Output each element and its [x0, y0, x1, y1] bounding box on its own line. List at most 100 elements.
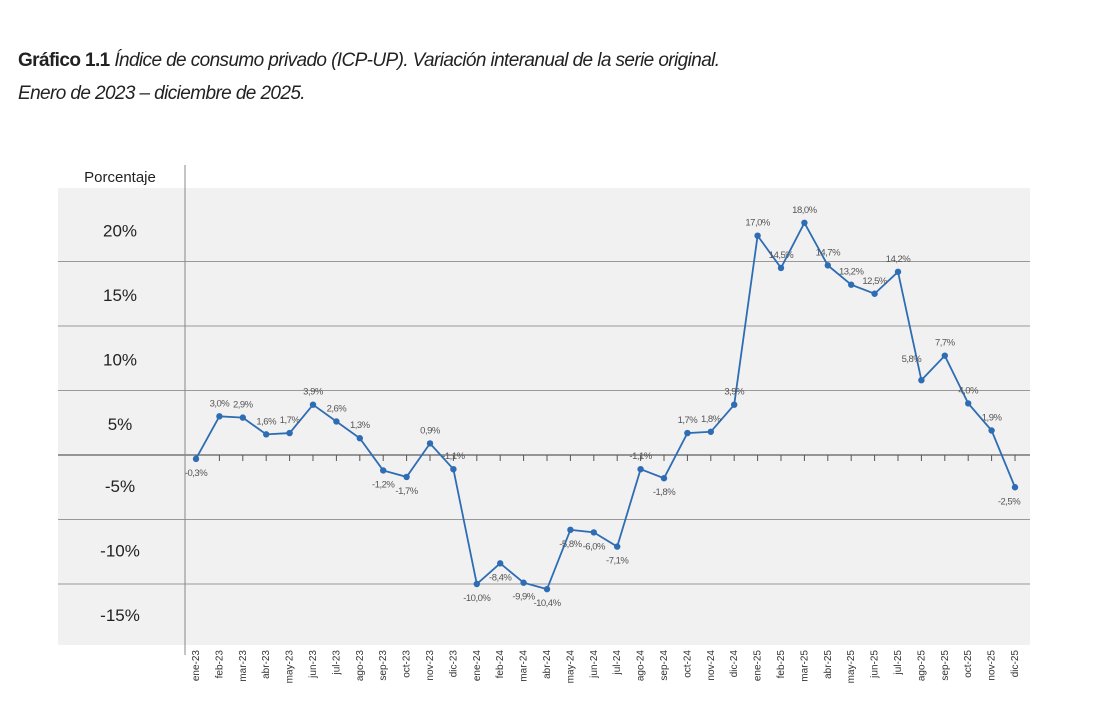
x-tick-label: may-24	[565, 650, 576, 684]
data-label: -7,1%	[606, 556, 629, 567]
y-tick-label: 10%	[103, 351, 137, 370]
data-label: 3,9%	[303, 387, 324, 398]
data-point	[450, 465, 457, 473]
y-tick-label: 15%	[103, 286, 137, 305]
data-label: 4,0%	[958, 385, 979, 396]
data-point	[263, 431, 270, 438]
data-label: -10,0%	[463, 593, 491, 604]
data-label: -8,4%	[489, 572, 512, 583]
data-label: -1,8%	[653, 487, 676, 498]
x-tick-label: may-25	[846, 650, 857, 684]
data-label: 18,0%	[792, 205, 817, 216]
x-tick-label: ene-25	[753, 650, 764, 682]
data-point	[614, 543, 621, 550]
data-point	[286, 429, 293, 437]
data-point	[684, 429, 691, 437]
chart-title-text: Índice de consumo privado (ICP-UP). Vari…	[114, 50, 720, 71]
x-tick-label: sep-24	[659, 650, 670, 681]
data-point	[1011, 484, 1019, 491]
x-tick-label: feb-25	[776, 650, 787, 679]
y-tick-label: 20%	[103, 222, 137, 241]
x-tick-label: ene-23	[191, 650, 202, 682]
x-tick-label: nov-23	[425, 650, 436, 681]
data-label: -0,3%	[185, 468, 208, 479]
data-point	[543, 585, 551, 593]
chart-subtitle: Enero de 2023 – diciembre de 2025.	[18, 83, 306, 104]
data-point	[988, 427, 995, 434]
data-point	[918, 376, 925, 384]
data-point	[239, 414, 246, 421]
x-tick-label: ago-25	[916, 650, 927, 682]
data-label: 1,6%	[256, 416, 277, 427]
data-point	[777, 264, 785, 272]
x-tick-label: mar-25	[799, 650, 810, 682]
chart-title-number: Gráfico 1.1	[18, 50, 110, 71]
data-label: 12,5%	[862, 276, 887, 287]
x-tick-label: dic-24	[729, 650, 740, 678]
data-point	[801, 219, 808, 226]
plot-background	[58, 188, 1030, 645]
x-tick-label: abr-25	[823, 650, 834, 679]
data-label: 1,3%	[350, 420, 371, 431]
x-tick-label: abr-23	[261, 650, 272, 679]
data-label: -9,9%	[512, 592, 535, 603]
x-tick-label: mar-24	[519, 650, 530, 682]
data-point	[333, 418, 340, 425]
data-label: 1,7%	[280, 415, 301, 426]
data-point	[848, 281, 855, 288]
x-tick-label: feb-23	[214, 650, 225, 679]
data-label: 14,2%	[886, 254, 911, 265]
x-tick-label: jul-23	[331, 650, 342, 676]
x-tick-label: feb-24	[495, 650, 506, 679]
x-tick-label: dic-23	[448, 650, 459, 678]
data-point	[356, 435, 363, 442]
data-point	[192, 455, 200, 463]
data-label: 13,2%	[839, 267, 864, 278]
data-point	[965, 400, 972, 407]
x-tick-label: nov-24	[706, 650, 717, 681]
x-tick-label: ene-24	[472, 650, 483, 682]
data-label: 14,7%	[816, 247, 841, 258]
data-point	[497, 560, 504, 567]
data-point	[520, 579, 527, 586]
data-label: -10,4%	[533, 598, 561, 609]
x-tick-label: oct-23	[402, 650, 413, 678]
y-tick-label: 5%	[108, 415, 133, 434]
x-tick-label: nov-25	[987, 650, 998, 681]
data-point	[707, 428, 714, 435]
data-label: 2,9%	[233, 400, 254, 411]
data-label: -1,2%	[372, 479, 395, 490]
data-label: 0,9%	[420, 425, 441, 436]
x-tick-label: sep-25	[940, 650, 951, 681]
x-tick-label: may-23	[285, 650, 296, 684]
y-tick-label: -5%	[105, 477, 135, 496]
y-tick-label: -15%	[100, 606, 140, 625]
x-tick-label: jun-25	[870, 650, 881, 679]
x-tick-label: oct-24	[682, 650, 693, 678]
data-point	[216, 413, 223, 420]
data-point	[309, 401, 317, 408]
x-tick-label: jul-25	[893, 650, 904, 676]
data-point	[894, 268, 902, 276]
data-label: -5,8%	[559, 539, 582, 550]
x-tick-label: mar-23	[238, 650, 249, 682]
x-tick-label: oct-25	[963, 650, 974, 678]
data-label: 14,5%	[769, 250, 794, 261]
data-label: 7,7%	[935, 338, 956, 349]
series-line	[195, 220, 1016, 591]
data-point	[403, 473, 410, 481]
data-label: 17,0%	[745, 218, 770, 229]
x-tick-label: abr-24	[542, 650, 553, 679]
x-tick-label: jul-24	[612, 650, 623, 676]
data-label: -1,1%	[442, 451, 465, 462]
x-tick-label: dic-25	[1010, 650, 1021, 678]
x-tick-label: ago-23	[355, 650, 366, 682]
data-label: 3,0%	[210, 398, 231, 409]
y-tick-label: -10%	[100, 541, 140, 560]
data-point	[871, 290, 878, 297]
data-point	[824, 262, 831, 269]
x-tick-label: sep-23	[378, 650, 389, 681]
data-label: -1,1%	[629, 451, 652, 462]
data-point	[380, 467, 387, 474]
